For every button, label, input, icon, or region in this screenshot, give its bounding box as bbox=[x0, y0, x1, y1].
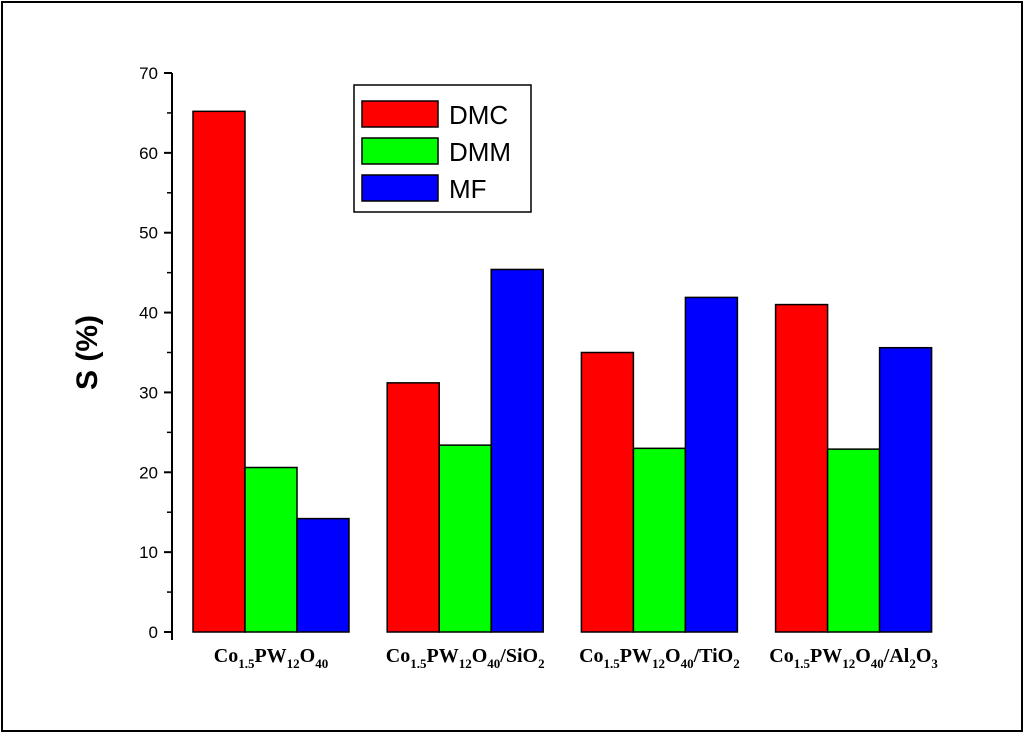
label-text: PW bbox=[254, 645, 286, 667]
label-subscript: 2 bbox=[909, 656, 916, 671]
label-text: Co bbox=[769, 645, 793, 667]
label-text: O bbox=[916, 645, 932, 667]
label-subscript: 12 bbox=[459, 656, 472, 671]
label-subscript: 3 bbox=[931, 656, 938, 671]
label-subscript: 2 bbox=[538, 656, 545, 671]
y-tick-label: 10 bbox=[139, 543, 158, 562]
label-text: Co bbox=[214, 645, 238, 667]
bar-mf bbox=[296, 517, 350, 633]
bar-dmc bbox=[774, 303, 829, 633]
x-category-label: Co1.5PW12O40/SiO2 bbox=[386, 645, 545, 671]
bar-mf bbox=[490, 268, 544, 633]
label-text: /Al bbox=[883, 645, 910, 667]
label-subscript: 12 bbox=[652, 656, 665, 671]
legend-label-dmc: DMC bbox=[449, 100, 508, 130]
bar-dmc bbox=[580, 351, 635, 633]
label-subscript: 40 bbox=[681, 656, 694, 671]
legend-swatch-mf bbox=[361, 174, 439, 202]
label-subscript: 12 bbox=[287, 656, 300, 671]
label-text: O bbox=[300, 645, 316, 667]
y-tick-label: 60 bbox=[139, 144, 158, 163]
y-tick-label: 40 bbox=[139, 304, 158, 323]
label-text: O bbox=[472, 645, 488, 667]
legend-swatch-dmc bbox=[361, 100, 439, 128]
legend-swatch-dmm bbox=[361, 137, 439, 165]
label-text: PW bbox=[427, 645, 459, 667]
legend-label-dmm: DMM bbox=[449, 137, 511, 167]
bar-dmc bbox=[386, 382, 440, 633]
x-category-label: Co1.5PW12O40/TiO2 bbox=[579, 645, 740, 671]
label-text: O bbox=[855, 645, 871, 667]
label-subscript: 1.5 bbox=[794, 656, 811, 671]
y-tick-label: 0 bbox=[149, 623, 158, 642]
y-tick-label: 20 bbox=[139, 463, 158, 482]
label-text: PW bbox=[810, 645, 842, 667]
x-category-label: Co1.5PW12O40/Al2O3 bbox=[769, 645, 938, 671]
bar-dmm bbox=[632, 447, 687, 633]
bar-dmm bbox=[438, 444, 492, 633]
bar-dmm bbox=[244, 466, 298, 633]
label-text: PW bbox=[620, 645, 652, 667]
bar-dmm bbox=[826, 448, 881, 633]
label-subscript: 1.5 bbox=[604, 656, 621, 671]
label-subscript: 40 bbox=[487, 656, 500, 671]
y-tick-label: 30 bbox=[139, 383, 158, 402]
label-subscript: 40 bbox=[315, 656, 328, 671]
y-tick-label: 50 bbox=[139, 224, 158, 243]
label-text: Co bbox=[386, 645, 410, 667]
x-category-label: Co1.5PW12O40 bbox=[214, 645, 328, 671]
label-subscript: 40 bbox=[871, 656, 884, 671]
label-text: /TiO bbox=[693, 645, 734, 667]
bar-mf bbox=[684, 296, 739, 633]
y-axis-label: S (%) bbox=[71, 315, 104, 390]
bar-mf bbox=[878, 346, 933, 633]
y-tick-label: 70 bbox=[139, 64, 158, 83]
label-text: O bbox=[665, 645, 681, 667]
label-subscript: 1.5 bbox=[238, 656, 255, 671]
label-subscript: 12 bbox=[842, 656, 855, 671]
legend-label-mf: MF bbox=[449, 174, 487, 204]
label-subscript: 2 bbox=[733, 656, 740, 671]
bar-dmc bbox=[192, 110, 246, 633]
label-subscript: 1.5 bbox=[410, 656, 427, 671]
label-text: /SiO bbox=[499, 645, 538, 667]
label-text: Co bbox=[579, 645, 603, 667]
